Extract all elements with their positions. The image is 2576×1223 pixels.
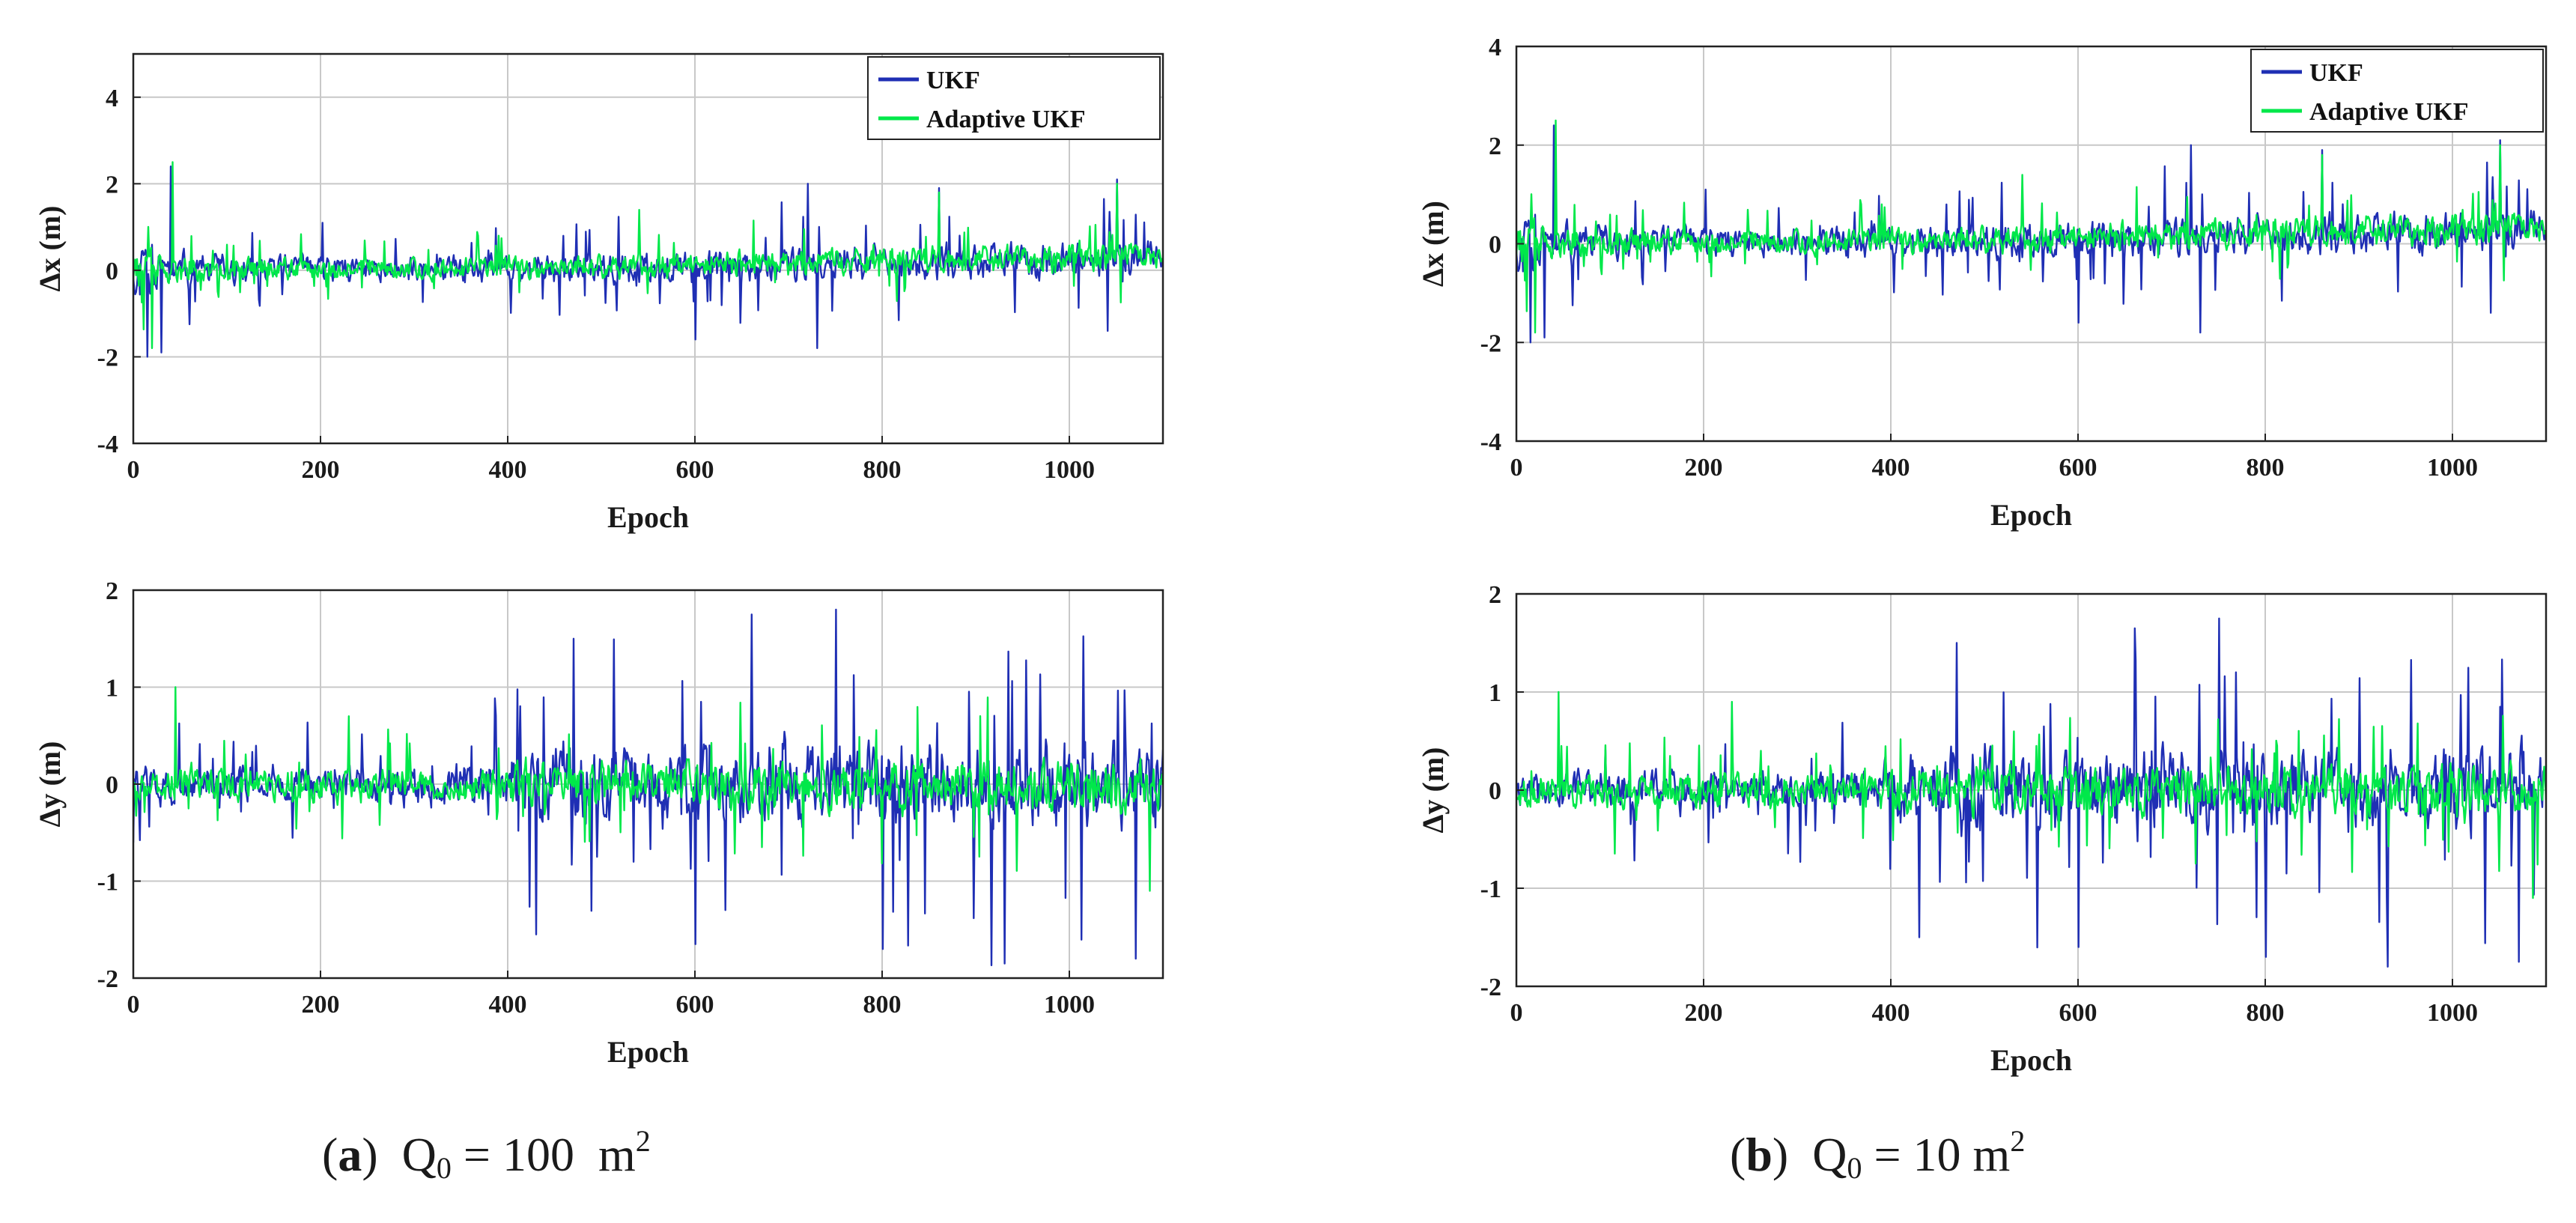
caption-b-sub: 0 bbox=[1847, 1151, 1862, 1185]
caption-a-label: a bbox=[338, 1128, 362, 1181]
x-tick-label: 400 bbox=[489, 991, 527, 1019]
x-tick-label: 400 bbox=[1872, 454, 1910, 482]
y-tick-label: 2 bbox=[106, 171, 118, 198]
y-tick-label: 1 bbox=[1489, 679, 1501, 707]
x-tick-label: 200 bbox=[302, 991, 340, 1019]
caption-b-sup: 2 bbox=[2010, 1124, 2026, 1158]
y-axis-title: Δx (m) bbox=[33, 205, 67, 291]
y-tick-label: -1 bbox=[1480, 875, 1501, 903]
x-tick-label: 600 bbox=[2059, 999, 2097, 1027]
caption-a: (a) Q0 = 100 m2 bbox=[322, 1124, 651, 1185]
y-tick-label: -1 bbox=[97, 869, 118, 896]
chart-b-bottom: 0 200 400 600 800 1000 -2 -1 0 1 2 Epoch Δy (m) bbox=[1416, 581, 2548, 1077]
y-tick-label: -4 bbox=[1480, 428, 1501, 456]
legend: UKF Adaptive UKF bbox=[867, 56, 1161, 140]
x-axis-title: Epoch bbox=[607, 1035, 689, 1069]
x-tick-label: 1000 bbox=[1044, 456, 1095, 484]
chart-a-bottom: 0 200 400 600 800 1000 -2 -1 0 1 2 Epoch Δy (m) bbox=[33, 577, 1164, 1069]
y-axis-title: Δx (m) bbox=[1416, 201, 1450, 287]
chart-a-top: 0 200 400 600 800 1000 -4 -2 0 2 4 Epoch Δx (m) UKF Ad… bbox=[33, 52, 1164, 534]
legend-label-ukf: UKF bbox=[926, 67, 980, 94]
x-tick-label: 600 bbox=[2059, 454, 2097, 482]
caption-a-sub: 0 bbox=[436, 1151, 452, 1185]
series-line-adaptive-ukf bbox=[133, 686, 1163, 892]
x-axis-title: Epoch bbox=[1990, 1043, 2072, 1077]
x-tick-label: 800 bbox=[2247, 999, 2285, 1027]
legend-box bbox=[2250, 49, 2544, 133]
caption-a-eq: = 100 bbox=[463, 1128, 574, 1181]
x-tick-label: 600 bbox=[676, 991, 714, 1019]
y-tick-label: 0 bbox=[1489, 231, 1501, 259]
series-line-adaptive-ukf bbox=[1516, 691, 2546, 899]
caption-b: (b) Q0 = 10 m2 bbox=[1730, 1124, 2026, 1185]
legend-label-ukf: UKF bbox=[2309, 59, 2363, 87]
y-tick-label: 0 bbox=[106, 771, 118, 799]
x-tick-label: 200 bbox=[1685, 454, 1723, 482]
x-tick-label: 800 bbox=[863, 991, 902, 1019]
x-tick-label: 0 bbox=[127, 991, 140, 1019]
x-tick-label: 0 bbox=[1510, 454, 1523, 482]
x-tick-label: 1000 bbox=[1044, 991, 1095, 1019]
x-tick-label: 400 bbox=[1872, 999, 1910, 1027]
y-tick-label: -4 bbox=[97, 431, 118, 458]
y-tick-label: 2 bbox=[1489, 133, 1501, 160]
x-axis-title: Epoch bbox=[607, 500, 689, 534]
y-tick-label: 4 bbox=[1489, 34, 1501, 61]
y-tick-label: -2 bbox=[97, 965, 118, 993]
y-tick-label: 1 bbox=[106, 675, 118, 702]
y-tick-label: 4 bbox=[106, 85, 118, 112]
x-tick-label: 0 bbox=[127, 456, 140, 484]
y-tick-label: 0 bbox=[1489, 777, 1501, 805]
y-tick-label: -2 bbox=[1480, 974, 1501, 1001]
legend-label-adaptive-ukf: Adaptive UKF bbox=[926, 106, 1086, 133]
y-axis-title: Δy (m) bbox=[33, 741, 67, 827]
x-tick-label: 200 bbox=[1685, 999, 1723, 1027]
y-tick-label: -2 bbox=[97, 344, 118, 371]
x-tick-label: 1000 bbox=[2427, 999, 2478, 1027]
y-tick-label: -2 bbox=[1480, 330, 1501, 357]
x-tick-label: 0 bbox=[1510, 999, 1523, 1027]
y-tick-label: 0 bbox=[106, 258, 118, 285]
caption-a-unit: m bbox=[598, 1128, 636, 1181]
caption-b-label: b bbox=[1746, 1128, 1772, 1181]
x-axis-title: Epoch bbox=[1990, 498, 2072, 532]
series-line-adaptive-ukf bbox=[1516, 119, 2546, 334]
x-tick-label: 800 bbox=[2247, 454, 2285, 482]
y-axis-title: Δy (m) bbox=[1416, 747, 1450, 833]
chart-b-top: 0 200 400 600 800 1000 -4 -2 0 2 4 Epoch Δx (m) UKF Ad… bbox=[1416, 34, 2548, 532]
x-tick-label: 1000 bbox=[2427, 454, 2478, 482]
x-tick-label: 200 bbox=[302, 456, 340, 484]
x-tick-label: 400 bbox=[489, 456, 527, 484]
legend-label-adaptive-ukf: Adaptive UKF bbox=[2309, 98, 2469, 126]
axes-frame bbox=[132, 52, 1164, 445]
y-tick-label: 2 bbox=[1489, 581, 1501, 609]
legend: UKF Adaptive UKF bbox=[2250, 49, 2544, 133]
x-tick-label: 600 bbox=[676, 456, 714, 484]
caption-a-sup: 2 bbox=[635, 1124, 651, 1158]
caption-a-symbol: Q bbox=[401, 1128, 437, 1181]
caption-b-unit: m bbox=[1972, 1128, 2011, 1181]
series-line-adaptive-ukf bbox=[133, 161, 1163, 350]
caption-b-eq: = 10 bbox=[1874, 1128, 1961, 1181]
x-tick-label: 800 bbox=[863, 456, 902, 484]
caption-b-symbol: Q bbox=[1812, 1128, 1847, 1181]
y-tick-label: 2 bbox=[106, 577, 118, 605]
legend-box bbox=[867, 56, 1161, 140]
